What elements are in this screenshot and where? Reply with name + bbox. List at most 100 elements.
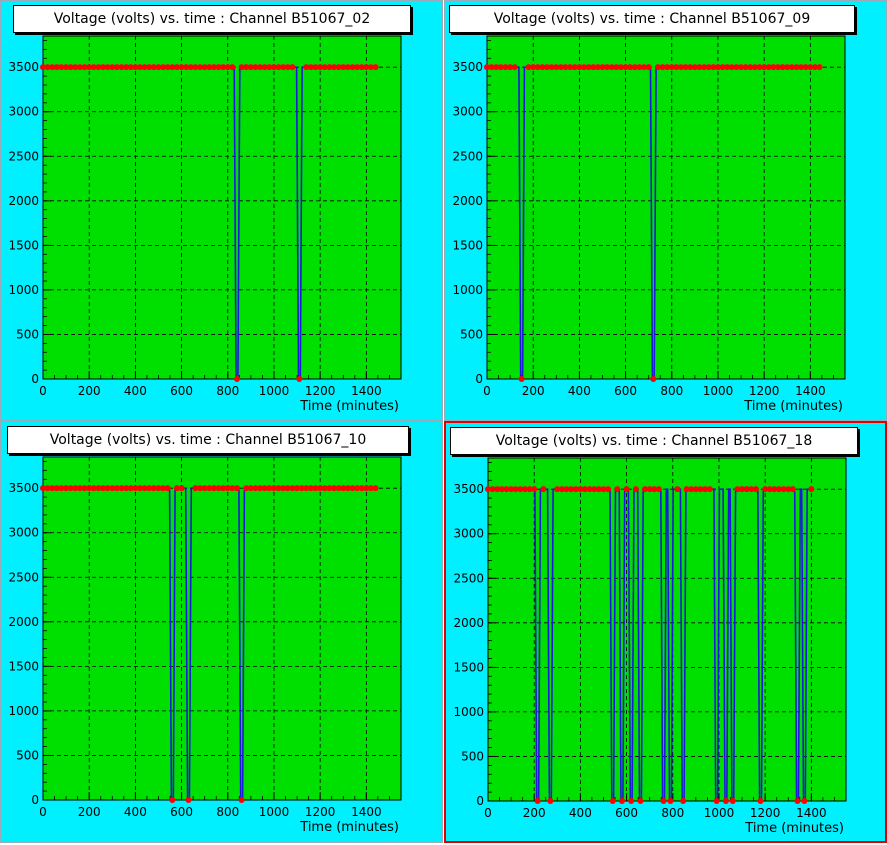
data-point-drop bbox=[185, 797, 192, 803]
data-point bbox=[752, 486, 759, 493]
data-point bbox=[340, 64, 347, 71]
y-tick-label: 3000 bbox=[452, 105, 483, 119]
data-point bbox=[719, 64, 726, 71]
data-point bbox=[808, 486, 815, 493]
chart-title: Voltage (volts) vs. time : Channel B5106… bbox=[13, 5, 411, 33]
chart-pad-b51067-09[interactable]: Voltage (volts) vs. time : Channel B5106… bbox=[444, 0, 887, 421]
data-point bbox=[354, 485, 361, 492]
data-point bbox=[798, 64, 805, 71]
data-point bbox=[784, 64, 791, 71]
data-point bbox=[252, 485, 259, 492]
data-point bbox=[502, 64, 509, 71]
data-point bbox=[742, 64, 749, 71]
x-axis-label: Time (minutes) bbox=[743, 399, 843, 414]
y-tick-label: 3500 bbox=[452, 60, 483, 74]
data-point-drop bbox=[650, 376, 657, 382]
data-point bbox=[526, 486, 533, 493]
data-point bbox=[567, 64, 574, 71]
data-point bbox=[261, 485, 268, 492]
data-point bbox=[622, 64, 629, 71]
data-point bbox=[72, 485, 79, 492]
data-point bbox=[494, 486, 501, 493]
data-point bbox=[531, 486, 538, 493]
y-tick-label: 2500 bbox=[8, 570, 39, 584]
data-point bbox=[298, 485, 305, 492]
data-point bbox=[229, 485, 236, 492]
data-point-drop bbox=[757, 798, 764, 804]
data-point bbox=[548, 64, 555, 71]
data-point bbox=[590, 64, 597, 71]
data-point bbox=[72, 64, 79, 71]
data-point bbox=[714, 64, 721, 71]
data-point bbox=[701, 64, 708, 71]
data-point bbox=[100, 64, 107, 71]
data-point bbox=[141, 485, 148, 492]
chart-pad-b51067-10[interactable]: Voltage (volts) vs. time : Channel B5106… bbox=[0, 421, 443, 843]
data-point bbox=[76, 485, 83, 492]
data-point bbox=[127, 485, 134, 492]
data-point bbox=[591, 486, 598, 493]
data-point bbox=[215, 64, 222, 71]
y-tick-label: 2000 bbox=[452, 194, 483, 208]
data-point-drop bbox=[794, 798, 801, 804]
data-point bbox=[58, 64, 65, 71]
data-point bbox=[646, 486, 653, 493]
data-point bbox=[682, 64, 689, 71]
data-point bbox=[641, 64, 648, 71]
data-point bbox=[706, 486, 713, 493]
data-point bbox=[137, 485, 144, 492]
data-point bbox=[280, 485, 287, 492]
data-point-drop bbox=[628, 798, 635, 804]
data-point bbox=[651, 486, 658, 493]
data-point bbox=[484, 64, 490, 71]
chart-pad-b51067-02[interactable]: Voltage (volts) vs. time : Channel B5106… bbox=[0, 0, 443, 421]
data-point bbox=[344, 64, 351, 71]
data-point-drop bbox=[609, 798, 616, 804]
data-point bbox=[331, 485, 338, 492]
data-point bbox=[321, 485, 328, 492]
data-point bbox=[511, 64, 518, 71]
data-point bbox=[372, 64, 379, 71]
data-point bbox=[312, 485, 319, 492]
x-tick-label: 1400 bbox=[351, 384, 382, 398]
voltage-plot: 0 200 400 600 800 1000 1200 1400 0 500 1000 1500 200… bbox=[453, 457, 847, 836]
data-point bbox=[367, 485, 374, 492]
data-point bbox=[220, 485, 227, 492]
x-tick-label: 1200 bbox=[750, 806, 781, 820]
data-point bbox=[118, 64, 125, 71]
data-point bbox=[215, 485, 222, 492]
chart-pad-b51067-18[interactable]: Voltage (volts) vs. time : Channel B5106… bbox=[444, 421, 887, 843]
data-point bbox=[303, 485, 310, 492]
data-point bbox=[247, 485, 254, 492]
data-point bbox=[40, 64, 46, 71]
data-point-drop bbox=[534, 798, 541, 804]
data-point bbox=[734, 486, 741, 493]
x-tick-label: 600 bbox=[615, 806, 638, 820]
data-point bbox=[132, 64, 139, 71]
data-point bbox=[544, 64, 551, 71]
data-point bbox=[728, 64, 735, 71]
data-point bbox=[674, 486, 681, 493]
x-tick-label: 0 bbox=[39, 805, 47, 819]
data-point bbox=[229, 64, 236, 71]
data-point bbox=[224, 64, 231, 71]
data-point bbox=[354, 64, 361, 71]
data-point bbox=[270, 485, 277, 492]
data-point bbox=[363, 64, 370, 71]
data-point bbox=[127, 64, 134, 71]
y-tick-label: 1000 bbox=[452, 283, 483, 297]
data-point bbox=[554, 486, 561, 493]
y-tick-label: 2500 bbox=[453, 571, 484, 585]
chart-title: Voltage (volts) vs. time : Channel B5106… bbox=[450, 427, 858, 455]
data-point bbox=[266, 64, 273, 71]
data-point bbox=[173, 64, 180, 71]
data-point-drop bbox=[729, 798, 736, 804]
data-point bbox=[81, 64, 88, 71]
data-point bbox=[164, 485, 171, 492]
data-point-drop bbox=[234, 376, 241, 382]
data-point bbox=[67, 485, 74, 492]
data-point bbox=[659, 64, 666, 71]
data-point bbox=[210, 64, 217, 71]
data-point bbox=[581, 64, 588, 71]
data-point bbox=[234, 485, 241, 492]
